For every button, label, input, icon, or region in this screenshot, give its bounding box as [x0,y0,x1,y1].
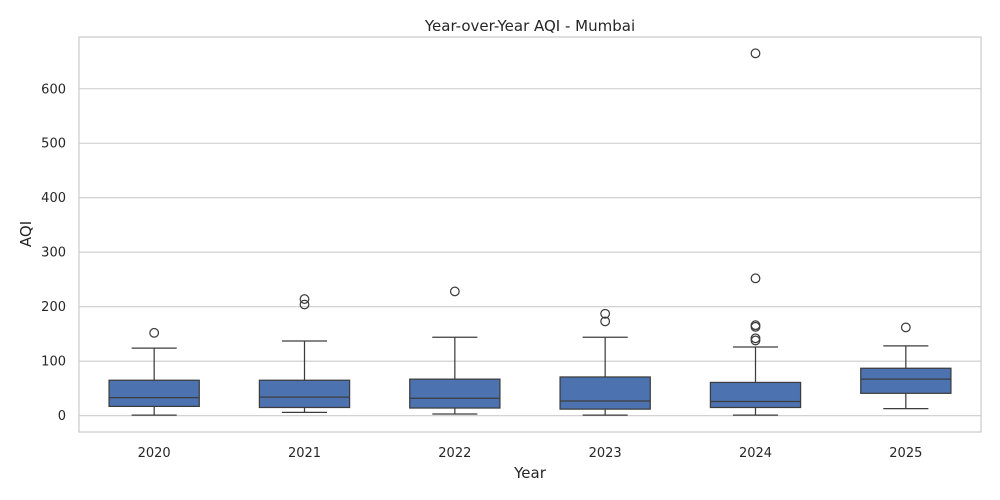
x-tick-labels: 2020 2021 2022 2023 2024 2025 [138,446,923,461]
outlier-point [600,316,611,327]
y-tick-label: 0 [58,409,66,424]
outlier-point [750,320,761,331]
plot-frame [78,36,982,433]
outlier-point [750,273,761,284]
y-tick-label: 300 [41,246,66,261]
outlier-point [149,327,160,338]
plot-background [79,37,981,432]
y-tick-label: 400 [41,191,66,206]
x-tick-label: 2022 [438,446,471,461]
outlier-point [750,333,761,344]
outlier-point [449,286,460,297]
box-2024 [709,48,802,416]
box-iqr [860,367,952,394]
box-iqr [559,376,651,410]
y-tick-labels: 0 100 200 300 400 500 600 [41,82,66,424]
outlier-point [900,322,911,333]
box-iqr [108,379,200,408]
box-2021 [258,294,351,414]
y-tick-label: 100 [41,355,66,370]
box-iqr [409,378,501,409]
x-tick-label: 2023 [589,446,622,461]
outlier-point [299,299,310,310]
y-tick-label: 500 [41,137,66,152]
y-tick-label: 200 [41,300,66,315]
y-tick-label: 600 [41,82,66,97]
box-iqr [258,379,351,409]
boxes [108,48,952,416]
x-axis-title: Year [513,464,547,482]
box-2023 [559,308,651,416]
outlier-point [600,308,611,319]
x-tick-label: 2021 [288,446,321,461]
x-tick-label: 2025 [889,446,922,461]
chart-title: Year-over-Year AQI - Mumbai [424,17,635,35]
box-2022 [409,286,501,415]
x-tick-label: 2020 [138,446,171,461]
outlier-point [299,294,310,304]
box-2025 [860,322,952,410]
outlier-point [750,48,761,59]
y-axis-title: AQI [17,221,35,247]
box-iqr [709,381,802,409]
gridlines [79,88,981,417]
box-2020 [108,327,200,416]
x-tick-label: 2024 [739,446,772,461]
